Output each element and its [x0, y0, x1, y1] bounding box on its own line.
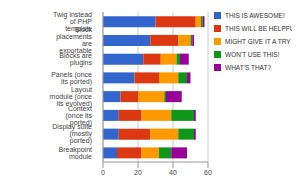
svg-text:0: 0 — [101, 169, 105, 176]
svg-text:Panels (onceits ported): Panels (onceits ported) — [51, 71, 92, 86]
svg-text:Blocks areplugins: Blocks areplugins — [59, 52, 92, 67]
svg-text:Blockplacementsareexportable: Blockplacementsareexportable — [56, 26, 92, 55]
svg-text:60: 60 — [204, 169, 212, 176]
svg-text:Twig insteadof PHPtemplate: Twig insteadof PHPtemplate — [53, 11, 92, 33]
svg-text:Display suite(mostlyported): Display suite(mostlyported) — [52, 123, 92, 145]
svg-text:Breakpointmodule: Breakpointmodule — [59, 146, 93, 160]
svg-text:20: 20 — [134, 169, 142, 176]
svg-text:40: 40 — [169, 169, 177, 176]
